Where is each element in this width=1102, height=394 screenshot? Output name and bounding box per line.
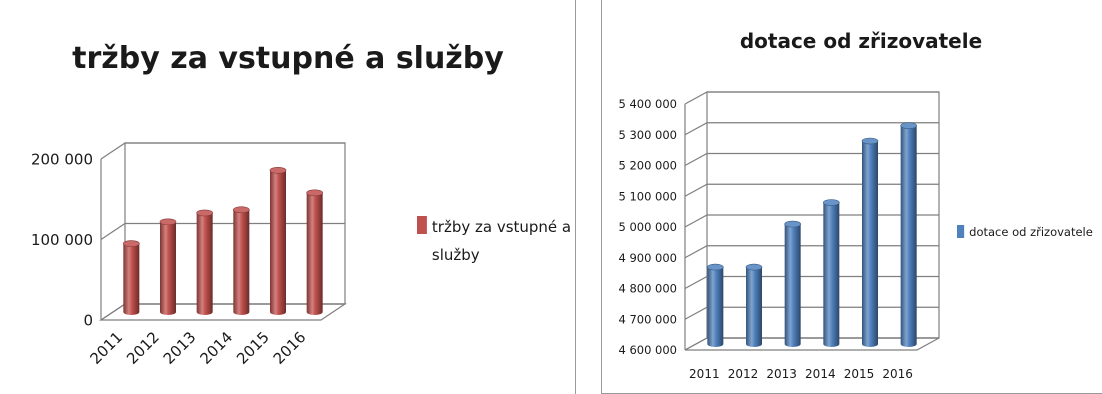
legend-swatch (957, 225, 965, 238)
bar-body (196, 212, 213, 316)
bar-2015 (861, 137, 879, 348)
chart-panel-revenue: tržby za vstupné a služby 0 100 000 200 000… (30, 0, 576, 394)
legend: tržby za vstupné a služby (417, 216, 571, 264)
y-tick-label: 5 000 000 (618, 220, 677, 234)
bar-top (707, 263, 724, 271)
bar-2011 (707, 263, 724, 348)
gridline (684, 91, 939, 105)
y-tick-label: 0 (83, 311, 93, 329)
x-tick-label: 2013 (160, 328, 200, 368)
x-tick-label: 2016 (882, 367, 913, 381)
panel-right-border (575, 0, 576, 394)
x-tick-label: 2016 (270, 328, 310, 368)
bar-top (861, 137, 879, 145)
y-tick-label: 100 000 (31, 231, 93, 249)
y-tick-label: 4 800 000 (618, 282, 677, 296)
gridline (684, 337, 939, 351)
bar-2014 (233, 206, 250, 316)
gridline (684, 214, 939, 228)
bar-top (123, 240, 140, 247)
bar-body (306, 192, 323, 316)
y-tick-label: 5 400 000 (618, 97, 677, 111)
bar-body (160, 221, 176, 316)
bar-top (233, 206, 250, 214)
bar-2013 (196, 209, 213, 316)
x-tick-label: 2011 (689, 367, 720, 381)
bar-2012 (745, 263, 763, 348)
legend: dotace od zřizovatele (957, 225, 1093, 239)
x-tick-label: 2014 (805, 367, 836, 381)
x-tick-label: 2012 (728, 367, 759, 381)
bar-top (306, 189, 323, 197)
bar-top (159, 218, 177, 226)
bar-top (196, 209, 213, 217)
bar-top (823, 199, 840, 206)
gridline (684, 245, 939, 259)
bar-top (269, 166, 287, 174)
bar-top (784, 220, 801, 228)
y-tick-label: 4 900 000 (618, 251, 677, 265)
legend-label: tržby za vstupné a (432, 218, 571, 236)
x-tick-label: 2014 (196, 328, 236, 368)
gridline (684, 152, 939, 167)
bar-top (900, 122, 917, 130)
panel-left-border (601, 0, 602, 394)
revenue-chart: tržby za vstupné a služby 0 100 000 200 000… (31, 41, 571, 368)
x-tick-label: 2011 (86, 328, 126, 368)
chart-title: tržby za vstupné a služby (72, 41, 504, 76)
bar-2011 (123, 240, 140, 316)
y-tick-label: 4 700 000 (618, 312, 677, 326)
y-tick-label: 200 000 (31, 150, 93, 168)
x-tick-label: 2012 (123, 328, 163, 368)
bar-body (270, 170, 286, 316)
bar-body (862, 141, 878, 348)
y-tick-label: 4 600 000 (618, 343, 677, 357)
legend-label: služby (432, 246, 480, 264)
x-tick-label: 2015 (233, 328, 273, 368)
legend-swatch (417, 216, 427, 234)
bar-body (823, 202, 840, 348)
bar-2015 (269, 166, 287, 316)
y-tick-label: 5 100 000 (618, 189, 677, 203)
bar-body (900, 125, 917, 348)
bar-2016 (306, 189, 323, 316)
bar-body (784, 224, 801, 348)
gridline (684, 275, 939, 290)
chart-title: dotace od zřizovatele (740, 29, 982, 53)
legend-label: dotace od zřizovatele (969, 225, 1093, 239)
bar-body (233, 209, 250, 316)
y-tick-label: 5 300 000 (618, 128, 677, 142)
x-tick-label: 2015 (844, 367, 875, 381)
chart-panel-subsidy: dotace od zřizovatele 4 600 000 4 700 000 4… (601, 0, 1102, 394)
bar-2012 (159, 218, 177, 316)
gridline (100, 142, 345, 160)
y-tick-label: 5 200 000 (618, 159, 677, 173)
bar-body (707, 267, 724, 348)
bar-top (745, 263, 763, 271)
bar-body (746, 267, 762, 348)
bar-2013 (784, 220, 801, 348)
gridline (684, 122, 939, 136)
x-tick-label: 2013 (766, 367, 797, 381)
bar-body (123, 243, 140, 316)
gridline (684, 306, 939, 320)
bar-2014 (823, 199, 840, 348)
gridline (684, 183, 939, 197)
bar-2016 (900, 122, 917, 348)
subsidy-chart: dotace od zřizovatele 4 600 000 4 700 000 4… (618, 29, 1093, 381)
